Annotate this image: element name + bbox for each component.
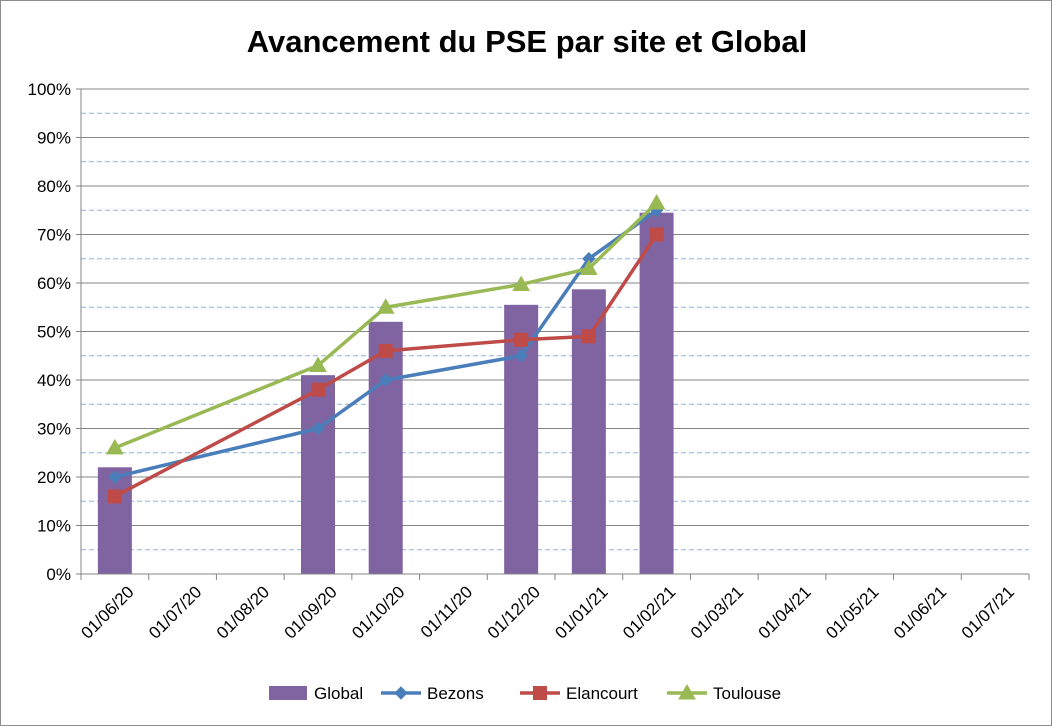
y-tick-label: 0% [46, 565, 71, 584]
marker-elancourt [378, 343, 393, 358]
marker-toulouse [309, 356, 327, 372]
x-tick-label: 01/06/20 [77, 582, 137, 642]
bars [97, 212, 674, 575]
bar-global [639, 212, 674, 575]
marker-bezons [311, 421, 325, 436]
marker-elancourt [514, 332, 529, 347]
marker-toulouse [376, 298, 395, 314]
legend-marker-elancourt [533, 686, 547, 700]
marker-bezons [108, 470, 122, 484]
marker-elancourt [107, 489, 122, 504]
marker-bezons [514, 349, 528, 363]
x-tick-label: 01/02/21 [619, 582, 679, 642]
line-bezons [114, 208, 658, 479]
legend-marker-toulouse [678, 683, 696, 700]
x-tick-label: 01/04/21 [755, 582, 815, 642]
legend-marker-bezons [394, 686, 408, 700]
x-tick-label: 01/06/21 [890, 582, 950, 642]
x-tick-label: 01/07/21 [958, 582, 1018, 642]
x-tick-labels: 01/06/20 01/07/20 01/08/20 01/09/20 01/10/20… [77, 582, 1018, 642]
legend-swatch-global [269, 686, 307, 700]
line-toulouse [114, 201, 658, 450]
x-tick-label: 01/10/20 [348, 582, 408, 642]
axes [76, 88, 1030, 580]
x-tick-label: 01/07/20 [145, 582, 205, 642]
bar-global [368, 321, 403, 574]
legend-label-elancourt: Elancourt [566, 684, 638, 703]
y-tick-label: 30% [37, 420, 71, 439]
y-tick-label: 90% [37, 129, 71, 148]
marker-toulouse [579, 259, 598, 275]
x-tick-label: 01/05/21 [822, 582, 882, 642]
y-tick-label: 70% [37, 226, 71, 245]
marker-elancourt [311, 382, 325, 397]
y-tick-label: 40% [37, 371, 71, 390]
x-tick-label: 01/01/21 [551, 582, 611, 642]
marker-toulouse [105, 438, 124, 455]
marker-bezons [379, 373, 393, 387]
legend-label-global: Global [314, 684, 363, 703]
x-tick-label: 01/09/20 [281, 582, 341, 642]
bar-global [97, 467, 132, 574]
y-tick-labels: 0% 10% 20% 30% 40% 50% 60% 70% 80% 90% 100% [28, 80, 71, 584]
y-tick-label: 20% [37, 468, 71, 487]
legend: Global Bezons Elancourt Toulouse [269, 683, 781, 703]
legend-label-bezons: Bezons [427, 684, 484, 703]
y-tick-label: 80% [37, 177, 71, 196]
bar-global [301, 375, 335, 574]
legend-label-toulouse: Toulouse [713, 684, 781, 703]
y-tick-label: 50% [37, 323, 71, 342]
marker-elancourt [581, 329, 596, 344]
marker-toulouse [647, 193, 666, 210]
chart-title: Avancement du PSE par site et Global [247, 24, 807, 59]
x-tick-label: 01/12/20 [484, 582, 544, 642]
marker-toulouse [512, 275, 531, 291]
y-tick-label: 60% [37, 274, 71, 293]
y-tick-label: 10% [37, 517, 71, 536]
x-tick-label: 01/08/20 [213, 582, 273, 642]
x-tick-label: 01/03/21 [687, 582, 747, 642]
line-elancourt [114, 233, 659, 498]
grid [81, 88, 1029, 551]
marker-elancourt [649, 227, 664, 242]
y-tick-label: 100% [28, 80, 71, 99]
lines [105, 193, 666, 504]
x-tick-label: 01/11/20 [417, 582, 476, 641]
